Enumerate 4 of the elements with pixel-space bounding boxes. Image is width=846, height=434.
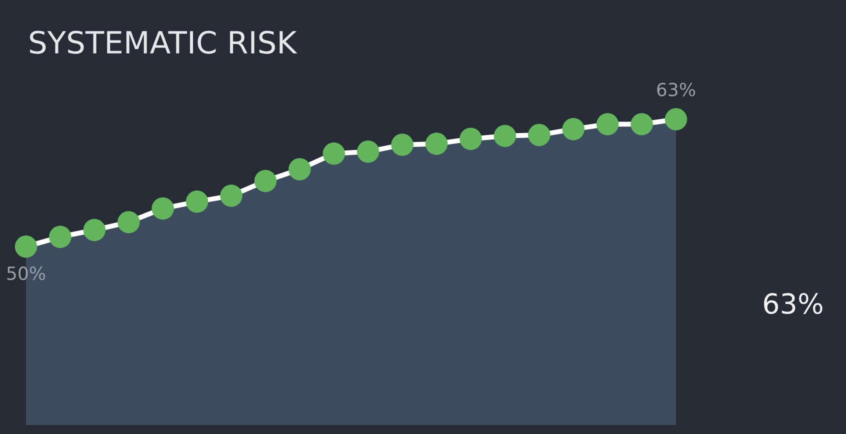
text: 63% bbox=[764, 293, 822, 314]
data-label: 63% bbox=[657, 82, 696, 96]
data-label: 50% bbox=[7, 266, 46, 280]
chart-title: SYSTEMATIC RISK bbox=[30, 30, 298, 54]
